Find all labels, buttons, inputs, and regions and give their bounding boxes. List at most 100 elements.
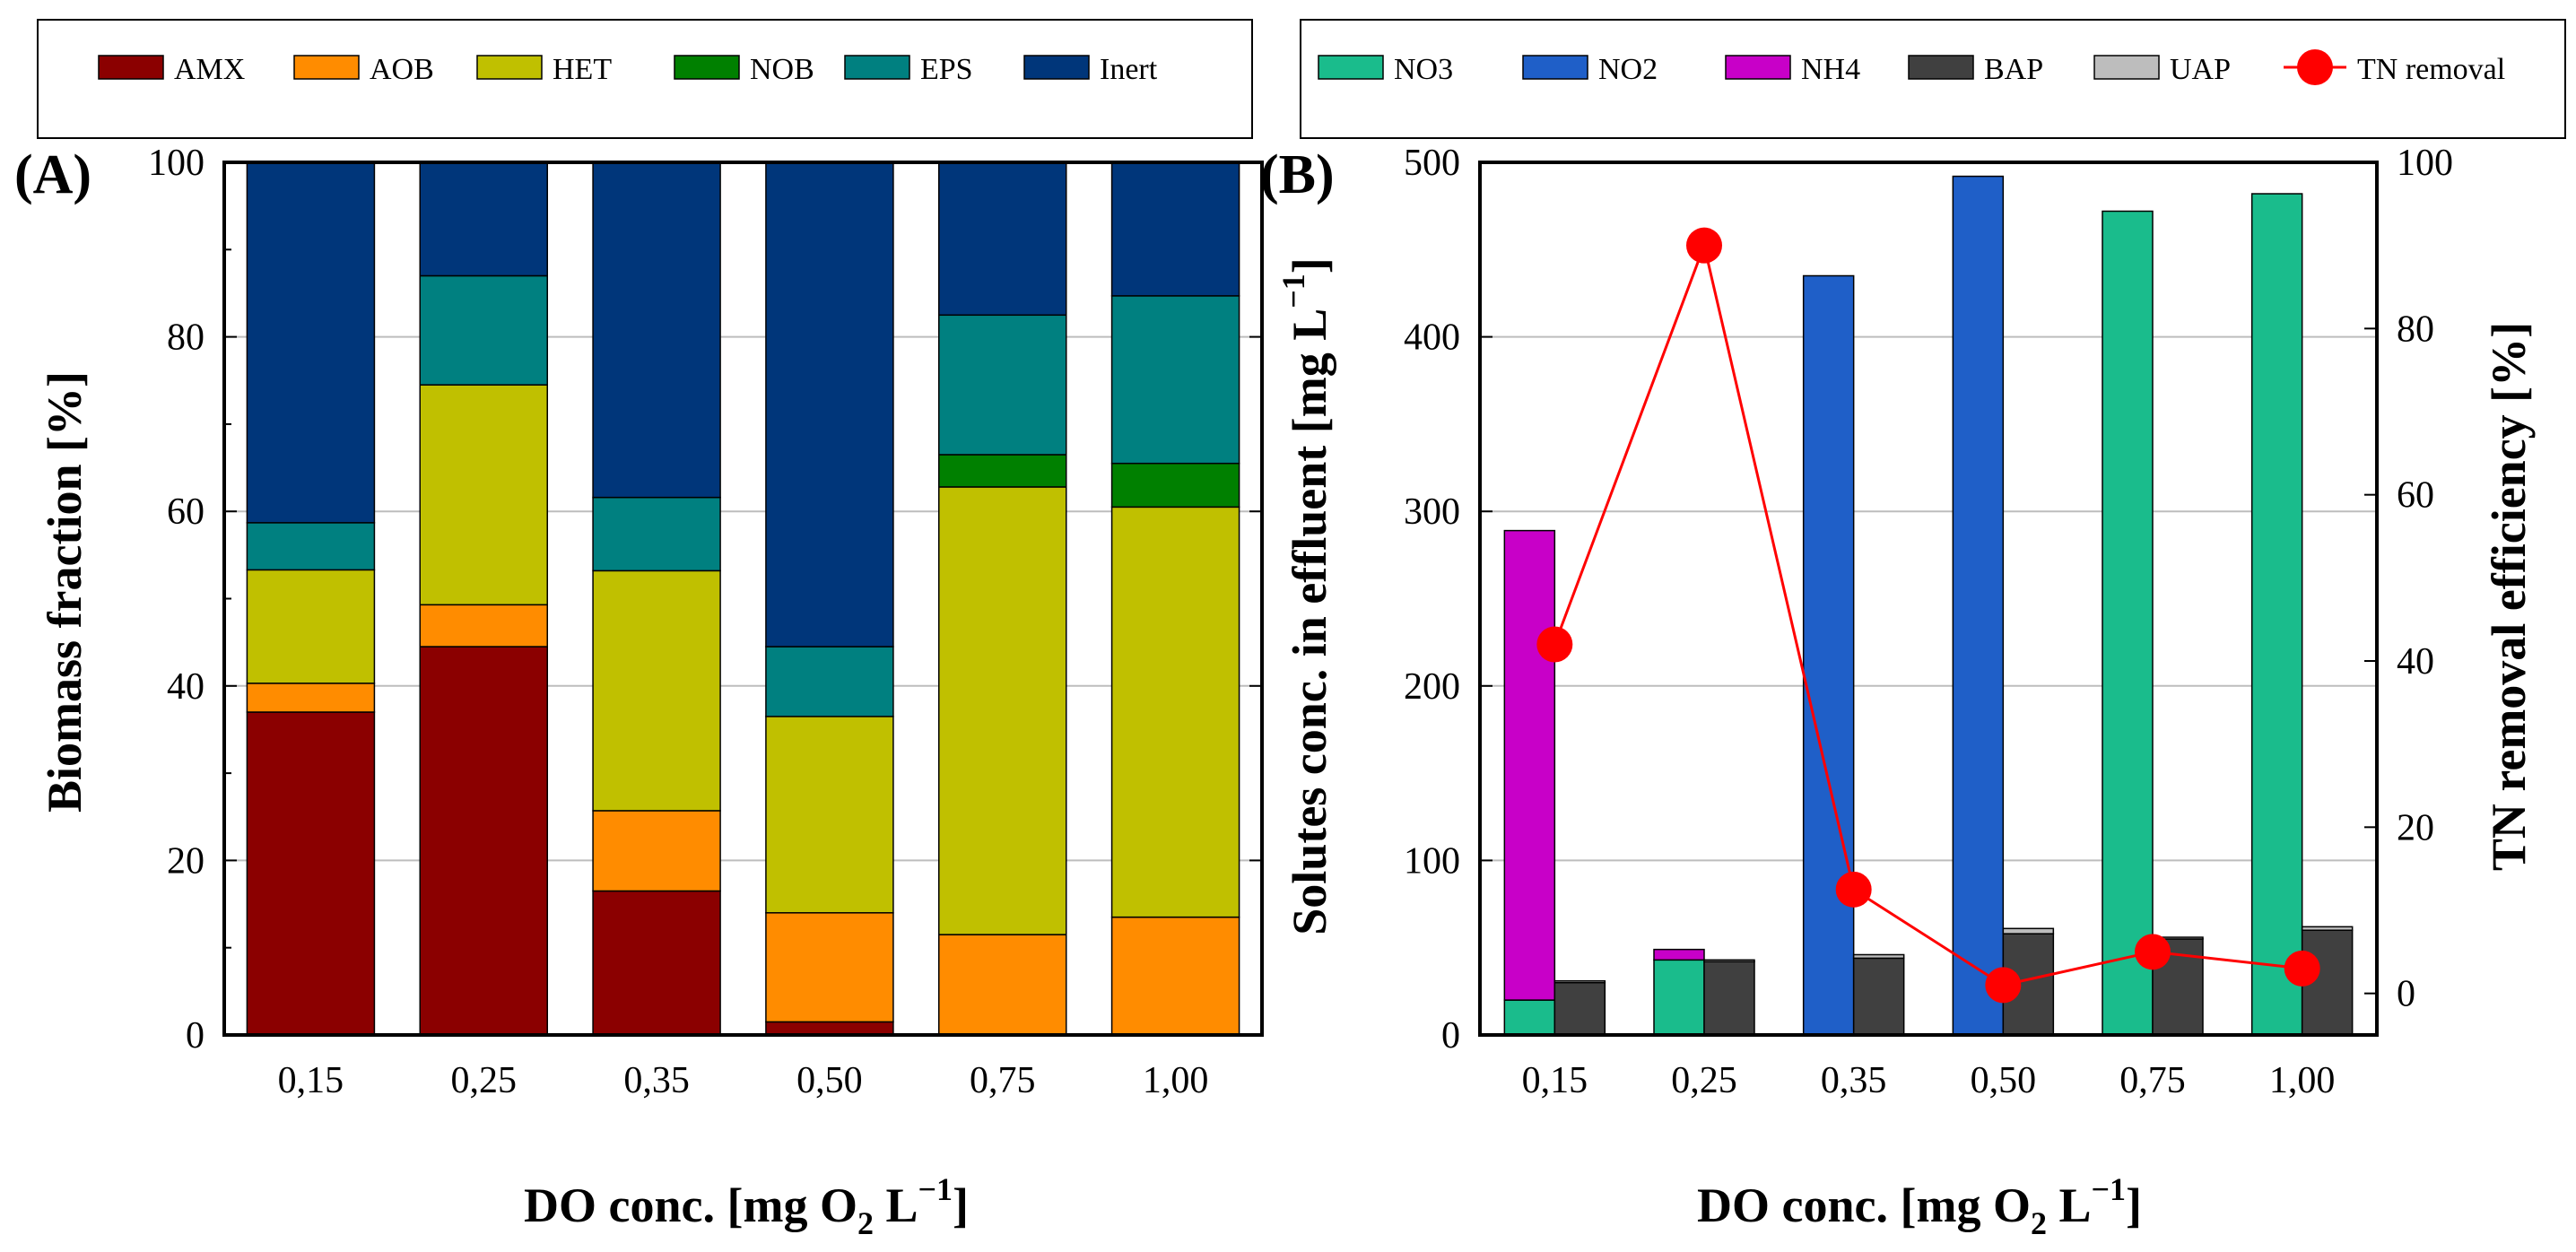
- bar-segment-eps: [592, 496, 721, 572]
- legend-label-no3: NO3: [1394, 53, 1453, 86]
- legend-label-aob: AOB: [370, 53, 434, 86]
- legend-swatch-nh4: [1725, 55, 1791, 80]
- legend-swatch-bap: [1908, 55, 1974, 80]
- y-tick-label-a: 40: [167, 666, 205, 708]
- bar-segment-no2: [1802, 274, 1855, 1036]
- y-axis-title-a: Biomass fraction [%]: [38, 371, 91, 813]
- legend-label-tn-removal: TN removal: [2357, 53, 2505, 86]
- bar-segment-amx: [592, 890, 721, 1036]
- bar-segment-aob: [938, 934, 1067, 1036]
- legend-swatch-nob: [674, 55, 740, 80]
- grid-a: [224, 335, 1262, 862]
- y-axis-title-b: Solutes conc. in effluent [mg L−1]: [1275, 257, 1336, 935]
- bar-segment-het: [592, 569, 721, 812]
- bar-segment-no3: [1653, 959, 1705, 1036]
- legend-label-nh4: NH4: [1801, 53, 1860, 86]
- y2-tick-label-b: 100: [2397, 143, 2453, 184]
- y-tick-label-a: 20: [167, 840, 205, 882]
- bar-segment-no3: [2250, 193, 2303, 1036]
- y2-tick-label-b: 80: [2397, 309, 2434, 350]
- legend-swatch-inert: [1023, 55, 1090, 80]
- y-tick-label-b: 300: [1404, 491, 1460, 533]
- bar-segment-nob: [938, 454, 1067, 488]
- bar-segment-het: [246, 569, 376, 684]
- bar-segment-no2: [1952, 175, 2005, 1036]
- y-tick-label-a: 60: [167, 491, 205, 533]
- x-tick-label-b: 0,75: [2119, 1060, 2186, 1101]
- y-tick-label-a: 0: [186, 1015, 205, 1056]
- y2-tick-label-b: 0: [2397, 974, 2415, 1015]
- bar-segment-het: [1110, 506, 1240, 918]
- bar-segment-no3: [2102, 210, 2154, 1036]
- bar-segment-inert: [592, 161, 721, 499]
- x-tick-label-b: 0,25: [1671, 1060, 1737, 1101]
- bar-segment-het: [938, 486, 1067, 935]
- y-axis-a: 0 20 40 60 80 100: [148, 143, 1262, 1056]
- legend-label-uap: UAP: [2170, 53, 2231, 86]
- x-axis-b: 0,15 0,25 0,35 0,50 0,75 1,00: [1522, 1060, 2336, 1101]
- bar-segment-aob: [592, 810, 721, 892]
- legend-swatch-no2: [1522, 55, 1588, 80]
- legend-swatch-amx: [98, 55, 164, 80]
- x-axis-title-a: DO conc. [mg O2 L−1]: [524, 1171, 969, 1241]
- bars-a: [246, 161, 1240, 1036]
- bar-segment-inert: [246, 161, 376, 524]
- legend-label-inert: Inert: [1100, 53, 1158, 86]
- x-tick-label-a: 1,00: [1143, 1060, 1209, 1101]
- x-tick-label-b: 1,00: [2269, 1060, 2336, 1101]
- bar-segment-uap: [1553, 979, 1606, 984]
- panel-a: AMX AOB HET NOB EPS Inert (A) 0 20 40 60 80 100 0,…: [14, 19, 1264, 1241]
- legend-b: NO3 NO2 NH4 BAP UAP TN removal: [1318, 49, 2505, 86]
- y-tick-label-b: 100: [1404, 840, 1460, 882]
- point-tn-removal: [1985, 967, 2022, 1004]
- panel-b: NO3 NO2 NH4 BAP UAP TN removal (B) 0100200300…: [1260, 19, 2566, 1241]
- plot-frame-b: [1478, 161, 2379, 1037]
- legend-label-amx: AMX: [174, 53, 245, 86]
- y-axis-left-b: 0 100 200 300 400 500: [1404, 143, 1493, 1056]
- x-tick-label-a: 0,50: [796, 1060, 863, 1101]
- bar-segment-het: [419, 384, 548, 606]
- bar-segment-eps: [1110, 295, 1240, 465]
- y-tick-label-b: 0: [1441, 1015, 1460, 1056]
- y-tick-label-a: 100: [148, 143, 205, 184]
- bar-segment-aob: [246, 683, 376, 713]
- bar-segment-amx: [246, 711, 376, 1036]
- y2-tick-label-b: 60: [2397, 475, 2434, 517]
- bar-segment-amx: [419, 646, 548, 1036]
- y-tick-label-a: 80: [167, 317, 205, 359]
- bar-segment-uap: [2301, 926, 2354, 931]
- point-tn-removal: [1536, 626, 1573, 663]
- line-tn-removal: [1553, 240, 2302, 987]
- point-tn-removal: [2284, 950, 2320, 987]
- bar-segment-bap: [1553, 981, 1606, 1036]
- x-axis-title-b: DO conc. [mg O2 L−1]: [1697, 1171, 2142, 1241]
- y2-tick-label-b: 20: [2397, 807, 2434, 848]
- bar-segment-nh4: [1653, 948, 1705, 961]
- legend-label-het: HET: [553, 53, 612, 86]
- x-tick-label-b: 0,50: [1971, 1060, 2037, 1101]
- grid-b: [1480, 335, 2377, 862]
- bar-segment-no3: [1503, 999, 1556, 1036]
- legend-swatch-aob: [293, 55, 360, 80]
- bar-segment-aob: [1110, 916, 1240, 1036]
- bar-segment-uap: [1703, 959, 1755, 963]
- bar-segment-uap: [1852, 953, 1905, 960]
- bar-segment-inert: [765, 161, 894, 648]
- legend-a: AMX AOB HET NOB EPS Inert: [98, 53, 1158, 86]
- bar-segment-inert: [419, 161, 548, 277]
- bar-segment-nh4: [1503, 529, 1556, 1001]
- y-axis-right-b: 0 20 40 60 80 100: [2364, 143, 2453, 1015]
- legend-label-eps: EPS: [920, 53, 973, 86]
- legend-label-no2: NO2: [1598, 53, 1658, 86]
- bar-segment-aob: [419, 604, 548, 648]
- y-tick-label-b: 200: [1404, 666, 1460, 708]
- bar-segment-eps: [938, 314, 1067, 456]
- x-tick-label-a: 0,75: [970, 1060, 1036, 1101]
- bar-segment-eps: [765, 646, 894, 717]
- x-tick-label-a: 0,15: [278, 1060, 344, 1101]
- y-tick-label-b: 500: [1404, 143, 1460, 184]
- bar-segment-bap: [1852, 957, 1905, 1036]
- legend-swatch-no3: [1318, 55, 1384, 80]
- bar-segment-uap: [2002, 927, 2055, 935]
- bars-b: [1503, 175, 2354, 1036]
